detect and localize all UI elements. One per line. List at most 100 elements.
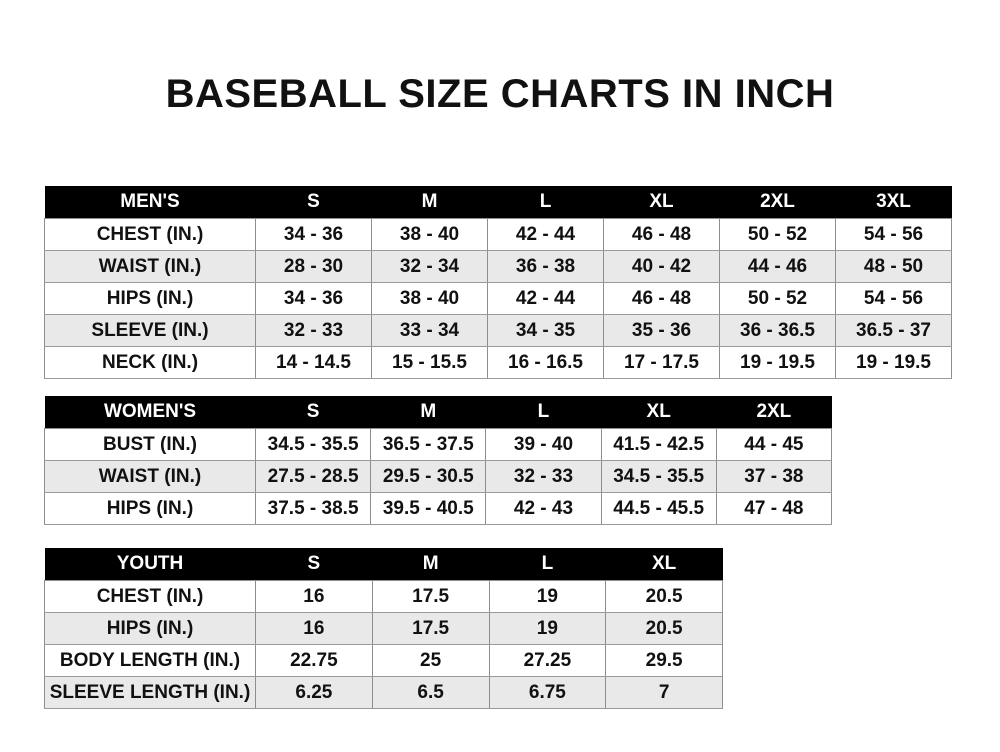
mens-table-head: MEN'S S M L XL 2XL 3XL [44,186,952,219]
womens-size-table: WOMEN'S S M L XL 2XL BUST (IN.) 34.5 - 35.5 36… [44,396,833,525]
youth-size-header-s: S [255,548,373,581]
mens-size-header-l: L [487,186,604,219]
mens-measurement-cell: 33 - 34 [371,314,488,347]
mens-measurement-cell: 48 - 50 [835,250,952,283]
mens-measurement-cell: 16 - 16.5 [487,346,604,379]
womens-row-label: HIPS (IN.) [44,492,256,525]
mens-measurement-cell: 40 - 42 [603,250,720,283]
womens-measurement-cell: 32 - 33 [485,460,602,493]
mens-size-header-3xl: 3XL [835,186,952,219]
mens-table-body: CHEST (IN.) 34 - 36 38 - 40 42 - 44 46 - 48 5… [44,218,952,379]
youth-measurement-cell: 17.5 [372,612,490,645]
table-row: CHEST (IN.) 34 - 36 38 - 40 42 - 44 46 - 48 5… [44,218,952,251]
mens-measurement-cell: 54 - 56 [835,282,952,315]
youth-header-row: YOUTH S M L XL [44,548,723,581]
youth-measurement-cell: 27.25 [489,644,607,677]
womens-measurement-cell: 41.5 - 42.5 [601,428,717,461]
mens-measurement-cell: 19 - 19.5 [719,346,836,379]
youth-measurement-cell: 6.5 [372,676,490,709]
mens-size-header-xl: XL [603,186,720,219]
womens-size-header-2xl: 2XL [716,396,832,429]
womens-size-header-l: L [485,396,602,429]
youth-table-head: YOUTH S M L XL [44,548,723,581]
table-row: SLEEVE (IN.) 32 - 33 33 - 34 34 - 35 35 - 36… [44,314,952,347]
youth-measurement-cell: 29.5 [605,644,723,677]
mens-measurement-cell: 42 - 44 [487,282,604,315]
youth-measurement-cell: 20.5 [605,612,723,645]
womens-measurement-cell: 39.5 - 40.5 [370,492,487,525]
womens-measurement-cell: 44 - 45 [716,428,833,461]
table-row: WAIST (IN.) 27.5 - 28.5 29.5 - 30.5 32 - 33… [44,460,833,493]
womens-size-header-m: M [370,396,486,429]
youth-measurement-cell: 6.75 [489,676,607,709]
youth-row-label: CHEST (IN.) [44,580,256,613]
mens-row-label: NECK (IN.) [44,346,256,379]
mens-measurement-cell: 36.5 - 37 [835,314,952,347]
mens-measurement-cell: 38 - 40 [371,282,488,315]
youth-measurement-cell: 19 [489,580,607,613]
youth-size-chart-block: YOUTH S M L XL CHEST (IN.) 16 17.5 19 20.5 HIPS … [44,548,723,709]
womens-corner-header: WOMEN'S [44,396,256,429]
mens-measurement-cell: 38 - 40 [371,218,488,251]
table-row: BUST (IN.) 34.5 - 35.5 36.5 - 37.5 39 - 40 4… [44,428,833,461]
womens-measurement-cell: 47 - 48 [716,492,833,525]
table-row: HIPS (IN.) 34 - 36 38 - 40 42 - 44 46 - 48 50… [44,282,952,315]
mens-measurement-cell: 15 - 15.5 [371,346,488,379]
youth-measurement-cell: 16 [255,612,373,645]
mens-row-label: CHEST (IN.) [44,218,256,251]
mens-corner-header: MEN'S [44,186,256,219]
womens-measurement-cell: 42 - 43 [485,492,602,525]
mens-measurement-cell: 17 - 17.5 [603,346,720,379]
youth-corner-header: YOUTH [44,548,256,581]
youth-size-table: YOUTH S M L XL CHEST (IN.) 16 17.5 19 20.5 HIPS … [44,548,723,709]
womens-size-header-xl: XL [601,396,717,429]
table-row: HIPS (IN.) 16 17.5 19 20.5 [44,612,723,645]
mens-size-header-s: S [255,186,372,219]
youth-measurement-cell: 17.5 [372,580,490,613]
womens-measurement-cell: 29.5 - 30.5 [370,460,487,493]
mens-measurement-cell: 19 - 19.5 [835,346,952,379]
mens-row-label: SLEEVE (IN.) [44,314,256,347]
mens-measurement-cell: 34 - 36 [255,282,372,315]
youth-row-label: SLEEVE LENGTH (IN.) [44,676,256,709]
womens-measurement-cell: 34.5 - 35.5 [255,428,372,461]
mens-measurement-cell: 36 - 36.5 [719,314,836,347]
mens-measurement-cell: 36 - 38 [487,250,604,283]
womens-measurement-cell: 44.5 - 45.5 [601,492,717,525]
mens-size-chart-block: MEN'S S M L XL 2XL 3XL CHEST (IN.) 34 - 36 38 -… [44,186,952,379]
mens-header-row: MEN'S S M L XL 2XL 3XL [44,186,952,219]
youth-row-label: HIPS (IN.) [44,612,256,645]
mens-row-label: HIPS (IN.) [44,282,256,315]
mens-row-label: WAIST (IN.) [44,250,256,283]
table-row: WAIST (IN.) 28 - 30 32 - 34 36 - 38 40 - 42 4… [44,250,952,283]
womens-measurement-cell: 39 - 40 [485,428,602,461]
mens-measurement-cell: 35 - 36 [603,314,720,347]
youth-measurement-cell: 25 [372,644,490,677]
womens-row-label: BUST (IN.) [44,428,256,461]
youth-table-body: CHEST (IN.) 16 17.5 19 20.5 HIPS (IN.) 16 17.5 1… [44,580,723,709]
youth-size-header-l: L [489,548,606,581]
womens-size-chart-block: WOMEN'S S M L XL 2XL BUST (IN.) 34.5 - 35.5 36… [44,396,833,525]
womens-measurement-cell: 34.5 - 35.5 [601,460,717,493]
mens-measurement-cell: 50 - 52 [719,218,836,251]
womens-row-label: WAIST (IN.) [44,460,256,493]
youth-measurement-cell: 6.25 [255,676,373,709]
youth-measurement-cell: 20.5 [605,580,723,613]
mens-size-header-2xl: 2XL [719,186,836,219]
mens-measurement-cell: 46 - 48 [603,218,720,251]
table-row: CHEST (IN.) 16 17.5 19 20.5 [44,580,723,613]
mens-measurement-cell: 28 - 30 [255,250,372,283]
youth-size-header-m: M [372,548,489,581]
mens-measurement-cell: 44 - 46 [719,250,836,283]
mens-measurement-cell: 42 - 44 [487,218,604,251]
youth-measurement-cell: 19 [489,612,607,645]
womens-measurement-cell: 37 - 38 [716,460,833,493]
womens-table-head: WOMEN'S S M L XL 2XL [44,396,832,429]
womens-measurement-cell: 37.5 - 38.5 [255,492,372,525]
mens-size-table: MEN'S S M L XL 2XL 3XL CHEST (IN.) 34 - 36 38 -… [44,186,952,379]
mens-measurement-cell: 46 - 48 [603,282,720,315]
womens-header-row: WOMEN'S S M L XL 2XL [44,396,832,429]
mens-measurement-cell: 34 - 36 [255,218,372,251]
mens-measurement-cell: 32 - 34 [371,250,488,283]
mens-measurement-cell: 14 - 14.5 [255,346,372,379]
